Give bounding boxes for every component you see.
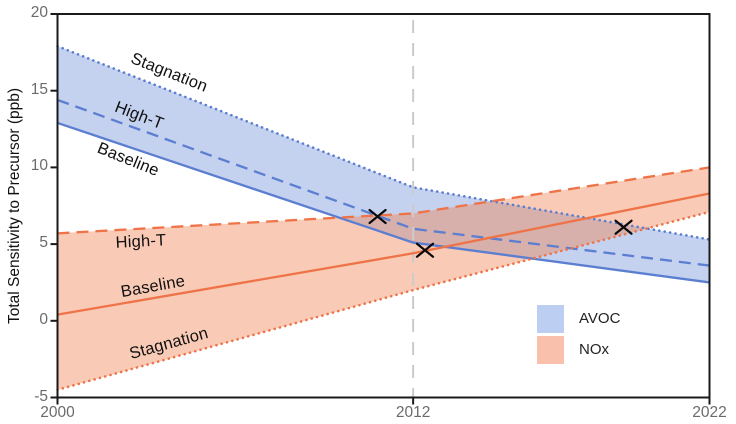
x-marker-3 [614,219,633,235]
legend: AVOC NOx [537,303,620,365]
y-tick-label--5: -5 [34,387,48,405]
x-tick-label-2022: 2022 [692,403,727,421]
y-tick-label-20: 20 [30,4,48,21]
avoc-baseline-line [57,121,710,284]
avoc-swatch [537,304,564,333]
avoc-stagnation-line [56,44,711,241]
x-tick-label-2000: 2000 [40,403,75,421]
nox-swatch [537,335,564,364]
nox-hight-line [57,166,710,235]
y-tick-label-10: 10 [30,157,48,175]
nox-high-t-label: High-T [115,231,167,252]
legend-item-avoc: AVOC [537,303,620,334]
nox-baseline-line [57,192,710,316]
avoc-band [57,46,710,283]
x-marker-2 [415,242,435,258]
avoc-hight-line [57,98,710,267]
y-axis-title: Total Sensitivity to Precursor (ppb) [6,87,23,325]
x-tick-label-2012: 2012 [395,403,431,421]
nox-stagnation-line [56,210,711,392]
plot-frame [56,13,711,399]
legend-label-avoc: AVOC [579,310,621,327]
x-marker-1 [368,208,387,225]
legend-label-nox: NOx [579,341,609,358]
y-tick-label-0: 0 [39,310,48,328]
legend-item-nox: NOx [537,334,620,365]
nox-band [57,167,710,390]
y-tick-label-5: 5 [39,234,48,252]
y-tick-label-15: 15 [30,80,48,98]
